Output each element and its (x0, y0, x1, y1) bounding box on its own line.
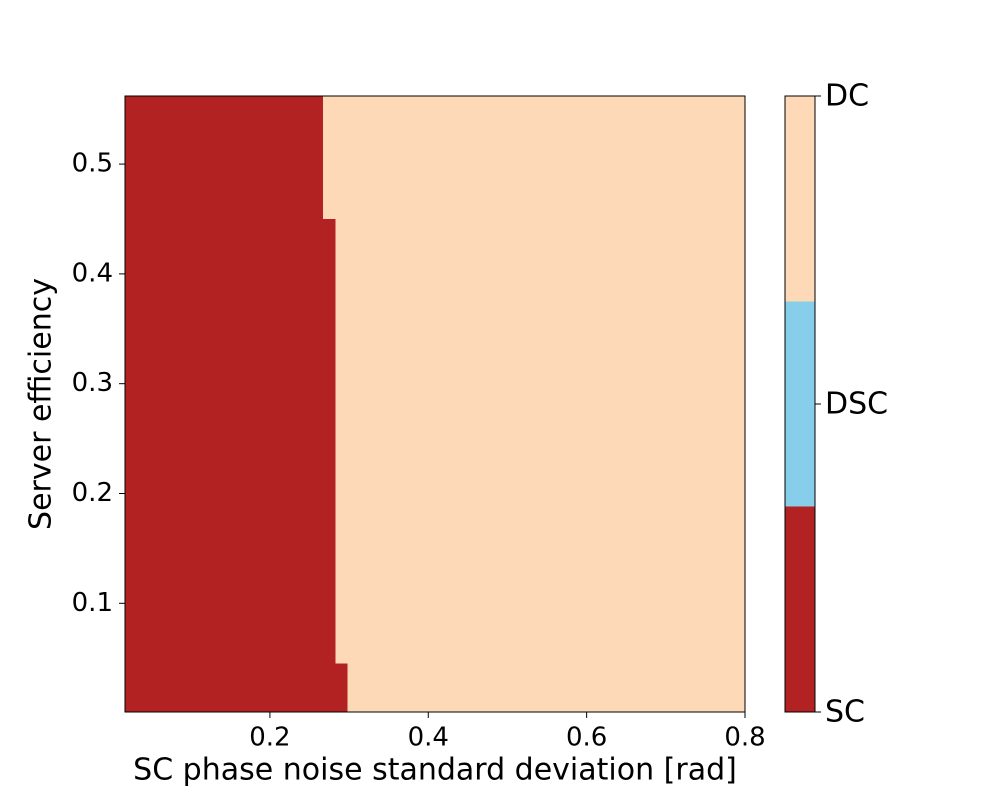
colorbar-segment (785, 96, 815, 302)
y-tick-label: 0.4 (72, 258, 113, 288)
colorbar-frame (784, 95, 816, 713)
x-tick-label: 0.6 (566, 723, 607, 753)
y-tick-label: 0.1 (72, 588, 113, 618)
x-tick-label: 0.4 (408, 723, 449, 753)
region-dc (335, 218, 745, 664)
plot-frame (124, 95, 746, 713)
y-tick-label: 0.3 (72, 368, 113, 398)
region-dc (322, 96, 745, 219)
x-axis-label: SC phase noise standard deviation [rad] (133, 753, 737, 788)
colorbar-segment (785, 506, 815, 712)
region-sc (125, 96, 323, 219)
x-tick-label: 0.8 (724, 723, 765, 753)
colorbar-label: SC (825, 695, 865, 730)
y-axis-label: Server efficiency (24, 278, 59, 530)
region-sc (125, 663, 348, 712)
x-tick-label: 0.2 (249, 723, 290, 753)
y-tick-label: 0.5 (72, 149, 113, 179)
colorbar-label: DSC (825, 387, 888, 422)
region-sc (125, 218, 336, 664)
y-tick-label: 0.2 (72, 478, 113, 508)
colorbar-segment (785, 301, 815, 507)
colorbar-label: DC (825, 79, 869, 114)
region-dc (347, 663, 745, 712)
